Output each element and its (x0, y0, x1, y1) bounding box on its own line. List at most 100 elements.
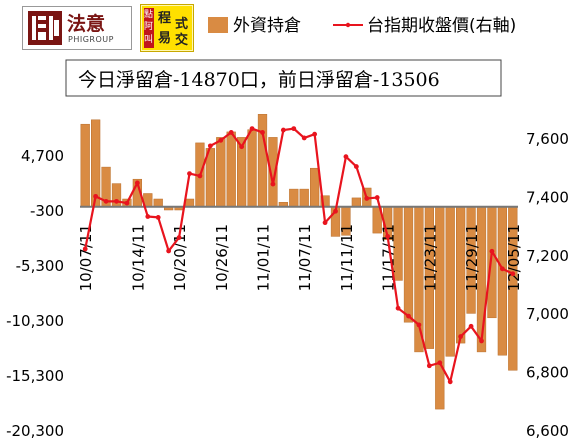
bar-10-27-11 (226, 131, 236, 207)
left-tick-label: -20,300 (6, 422, 64, 440)
logo2-char-3: 叫 (144, 35, 154, 45)
bar-11-04-11 (289, 188, 299, 207)
logo-sub: PHIGROUP (68, 35, 114, 44)
bar-10-26-11 (216, 137, 226, 207)
price-point-11-14-11 (353, 164, 359, 169)
price-point-10-19-11 (166, 248, 172, 254)
right-tick-label: 7,000 (526, 305, 569, 323)
right-tick-label: 7,600 (526, 130, 569, 148)
logo-program-trading: 點 阿 叫 程 式 易 交 (140, 4, 194, 52)
left-tick-label: 4,700 (21, 147, 64, 165)
price-point-10-31-11 (249, 126, 255, 132)
price-point-10-17-11 (145, 214, 151, 219)
right-tick-label: 6,800 (526, 364, 569, 382)
chart-subtitle: 今日淨留倉-14870口，前日淨留倉-13506 (78, 69, 440, 91)
price-point-11-08-11 (312, 131, 318, 137)
right-tick-label: 7,200 (526, 247, 569, 265)
legend-line-marker (345, 22, 351, 28)
price-point-10-11-11 (103, 198, 109, 204)
right-tick-label: 6,600 (526, 422, 569, 440)
bar-10-31-11 (247, 129, 257, 207)
price-point-10-20-11 (176, 235, 182, 240)
bar-11-08-11 (310, 167, 320, 207)
price-point-11-11-11 (343, 154, 349, 160)
price-point-12-01-11 (489, 248, 495, 254)
price-point-10-28-11 (239, 144, 245, 150)
legend-line-label: 台指期收盤價(右軸) (367, 16, 516, 36)
legend: 外資持倉 台指期收盤價(右軸) (208, 16, 516, 36)
x-tick-label: 11/07/11 (296, 224, 314, 291)
price-point-10-14-11 (134, 180, 140, 186)
logo-text: 法意 (67, 13, 106, 35)
left-tick-label: -5,300 (16, 257, 64, 275)
price-point-11-25-11 (447, 379, 453, 385)
bar-10-18-11 (153, 198, 163, 207)
right-tick-label: 7,400 (526, 188, 569, 206)
x-tick-label: 11/29/11 (463, 224, 481, 291)
x-axis: 10/07/11 10/14/11 10/20/11 10/26/11 11/01/11… (77, 224, 523, 291)
price-point-10-13-11 (124, 200, 130, 206)
bar-10-21-11 (184, 198, 195, 207)
bar-11-14-11 (351, 197, 361, 207)
left-tick-label: -10,300 (6, 312, 64, 330)
price-point-12-02-11 (499, 266, 505, 272)
price-point-11-16-11 (374, 195, 380, 200)
price-point-10-12-11 (114, 198, 119, 204)
price-point-11-18-11 (395, 305, 401, 311)
price-point-11-29-11 (468, 323, 474, 329)
price-point-11-15-11 (364, 196, 370, 201)
bar-11-21-11 (403, 206, 414, 323)
logo2-char-5: 式 (175, 17, 189, 32)
price-point-11-04-11 (291, 126, 297, 132)
price-point-11-22-11 (416, 322, 422, 328)
price-point-10-24-11 (197, 173, 203, 179)
price-point-11-28-11 (458, 334, 464, 339)
bar-11-01-11 (257, 114, 268, 207)
price-point-10-07-11 (82, 246, 88, 252)
price-point-10-26-11 (218, 137, 224, 143)
left-tick-label: -300 (30, 202, 64, 220)
bar-11-25-11 (445, 206, 455, 357)
price-point-11-07-11 (301, 135, 307, 141)
price-point-11-01-11 (260, 130, 265, 135)
price-point-10-27-11 (228, 130, 234, 135)
logo2-char-6: 易 (158, 31, 172, 46)
price-point-10-18-11 (155, 215, 161, 220)
price-point-12-05-11 (510, 271, 516, 277)
left-axis: 4,700 -300 -5,300 -10,300 -15,300 -20,300 (6, 147, 64, 440)
x-tick-label: 10/26/11 (213, 224, 231, 291)
x-tick-label: 10/07/11 (77, 224, 95, 291)
price-point-11-23-11 (426, 363, 432, 369)
bar-12-01-11 (487, 206, 497, 319)
price-point-10-25-11 (207, 143, 213, 149)
bar-10-07-11 (80, 123, 90, 207)
legend-bar-label: 外資持倉 (233, 16, 301, 36)
x-tick-label: 11/01/11 (255, 224, 273, 291)
left-tick-label: -15,300 (6, 367, 64, 385)
price-point-11-03-11 (280, 127, 286, 133)
price-point-11-21-11 (406, 313, 411, 319)
x-tick-label: 11/23/11 (421, 224, 439, 291)
logo2-char-7: 交 (175, 33, 189, 48)
logo2-char-4: 程 (158, 11, 172, 26)
subtitle-box (65, 59, 502, 97)
x-tick-label: 11/11/11 (338, 224, 356, 291)
price-point-11-17-11 (385, 233, 391, 239)
logo-phigroup: 法意 PHIGROUP (22, 6, 132, 50)
price-point-11-02-11 (270, 181, 276, 187)
bar-11-07-11 (299, 188, 309, 207)
x-tick-label: 12/05/11 (505, 224, 523, 291)
line-series (82, 126, 516, 385)
right-axis: 7,600 7,400 7,200 7,000 6,800 6,600 (526, 130, 569, 440)
price-point-11-30-11 (479, 338, 484, 344)
price-point-11-24-11 (437, 360, 443, 366)
price-point-11-10-11 (333, 208, 338, 214)
phigroup-emblem-icon (28, 11, 62, 45)
x-tick-label: 10/14/11 (129, 224, 147, 291)
legend-bar-swatch (208, 17, 228, 33)
price-point-10-10-11 (93, 193, 99, 199)
price-point-11-09-11 (322, 220, 328, 226)
bar-10-10-11 (91, 119, 101, 207)
price-point-10-21-11 (187, 171, 192, 176)
